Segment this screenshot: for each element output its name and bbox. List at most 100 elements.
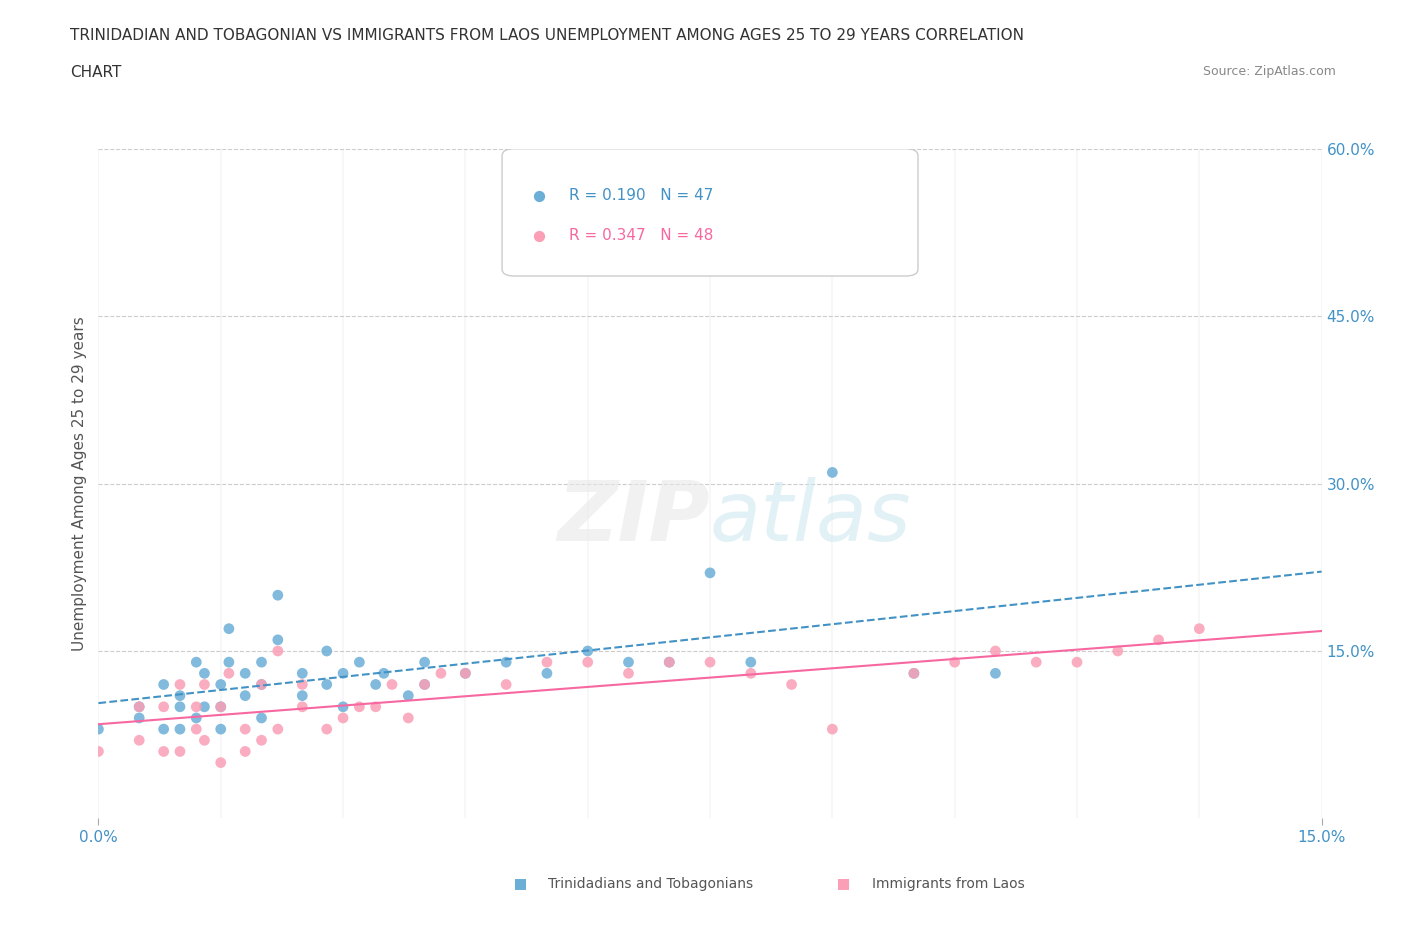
Point bbox=[413, 677, 436, 692]
Point bbox=[1025, 655, 1047, 670]
Point bbox=[128, 733, 150, 748]
Point bbox=[209, 722, 232, 737]
Point bbox=[209, 755, 232, 770]
Point bbox=[169, 699, 191, 714]
Point bbox=[699, 655, 721, 670]
Point bbox=[152, 677, 174, 692]
Point bbox=[250, 711, 273, 725]
Point bbox=[315, 644, 337, 658]
Point bbox=[1188, 621, 1211, 636]
Point bbox=[128, 711, 150, 725]
Point bbox=[291, 699, 314, 714]
Point bbox=[193, 666, 215, 681]
Point bbox=[250, 733, 273, 748]
Point bbox=[396, 688, 419, 703]
Point bbox=[291, 666, 314, 681]
Point bbox=[193, 699, 215, 714]
Point bbox=[169, 688, 191, 703]
Text: R = 0.347   N = 48: R = 0.347 N = 48 bbox=[569, 229, 714, 244]
Point bbox=[903, 666, 925, 681]
Point bbox=[903, 666, 925, 681]
Point bbox=[169, 722, 191, 737]
Point bbox=[576, 655, 599, 670]
Point bbox=[128, 699, 150, 714]
Point bbox=[536, 666, 558, 681]
Point bbox=[780, 677, 803, 692]
Point bbox=[250, 655, 273, 670]
Point bbox=[984, 666, 1007, 681]
Point bbox=[1147, 632, 1170, 647]
Text: CHART: CHART bbox=[70, 65, 122, 80]
Point bbox=[495, 677, 517, 692]
Point bbox=[233, 722, 256, 737]
Point bbox=[193, 677, 215, 692]
Point bbox=[267, 588, 290, 603]
Point bbox=[233, 744, 256, 759]
Point bbox=[943, 655, 966, 670]
Point bbox=[87, 744, 110, 759]
Y-axis label: Unemployment Among Ages 25 to 29 years: Unemployment Among Ages 25 to 29 years bbox=[72, 316, 87, 651]
Point bbox=[186, 655, 208, 670]
Point bbox=[349, 699, 371, 714]
Point bbox=[1107, 644, 1129, 658]
Point bbox=[617, 655, 640, 670]
Point bbox=[1066, 655, 1088, 670]
Point bbox=[332, 711, 354, 725]
Point bbox=[984, 644, 1007, 658]
Point bbox=[193, 733, 215, 748]
Point bbox=[291, 688, 314, 703]
Point bbox=[349, 655, 371, 670]
Point bbox=[218, 666, 240, 681]
Point bbox=[169, 744, 191, 759]
Point bbox=[332, 699, 354, 714]
Point bbox=[233, 688, 256, 703]
FancyBboxPatch shape bbox=[502, 149, 918, 276]
Point bbox=[364, 699, 387, 714]
Point bbox=[430, 666, 453, 681]
Point bbox=[315, 722, 337, 737]
Point bbox=[128, 699, 150, 714]
Point bbox=[413, 677, 436, 692]
Point bbox=[658, 655, 681, 670]
Point bbox=[209, 699, 232, 714]
Point bbox=[381, 677, 404, 692]
Point bbox=[87, 722, 110, 737]
Point bbox=[332, 666, 354, 681]
Point bbox=[267, 722, 290, 737]
Text: Trinidadians and Tobagonians: Trinidadians and Tobagonians bbox=[548, 876, 754, 891]
Point bbox=[186, 711, 208, 725]
Point bbox=[821, 722, 844, 737]
Point bbox=[291, 677, 314, 692]
Point bbox=[373, 666, 395, 681]
Point bbox=[821, 465, 844, 480]
Text: ZIP: ZIP bbox=[557, 476, 710, 558]
Point bbox=[364, 677, 387, 692]
Text: TRINIDADIAN AND TOBAGONIAN VS IMMIGRANTS FROM LAOS UNEMPLOYMENT AMONG AGES 25 TO: TRINIDADIAN AND TOBAGONIAN VS IMMIGRANTS… bbox=[70, 28, 1025, 43]
Point bbox=[267, 644, 290, 658]
Text: ▪: ▪ bbox=[837, 873, 851, 894]
Point bbox=[396, 711, 419, 725]
Point bbox=[576, 644, 599, 658]
Point bbox=[658, 655, 681, 670]
Text: R = 0.190   N = 47: R = 0.190 N = 47 bbox=[569, 188, 714, 203]
Point bbox=[152, 744, 174, 759]
Point bbox=[169, 677, 191, 692]
Point bbox=[186, 699, 208, 714]
Point bbox=[536, 655, 558, 670]
Point bbox=[152, 722, 174, 737]
Point bbox=[740, 666, 762, 681]
Point bbox=[233, 666, 256, 681]
Point bbox=[186, 722, 208, 737]
Point bbox=[617, 666, 640, 681]
Point bbox=[495, 655, 517, 670]
Text: Immigrants from Laos: Immigrants from Laos bbox=[872, 876, 1025, 891]
Point bbox=[152, 699, 174, 714]
Point bbox=[218, 621, 240, 636]
Text: Source: ZipAtlas.com: Source: ZipAtlas.com bbox=[1202, 65, 1336, 78]
Point bbox=[699, 565, 721, 580]
Text: ▪: ▪ bbox=[513, 873, 527, 894]
Text: atlas: atlas bbox=[710, 476, 911, 558]
Point bbox=[740, 655, 762, 670]
Point bbox=[250, 677, 273, 692]
Point bbox=[267, 632, 290, 647]
